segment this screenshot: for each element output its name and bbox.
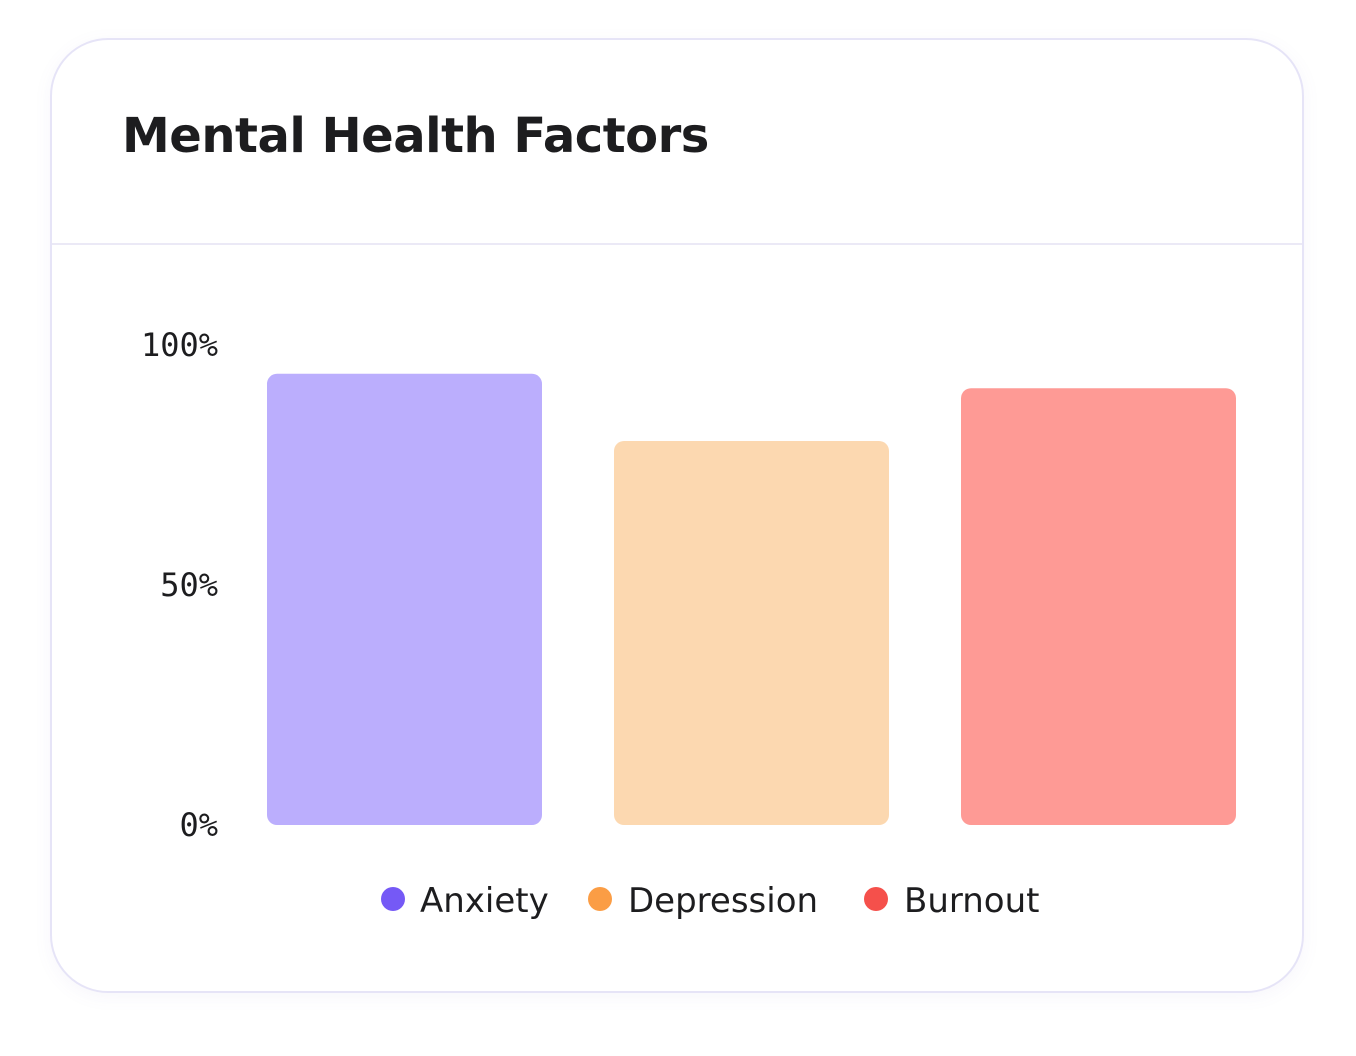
- legend-dot-depression: [588, 887, 612, 911]
- legend: Anxiety Depression Burnout: [381, 881, 1040, 921]
- bar-depression: [614, 441, 889, 825]
- bar-burnout: [961, 388, 1236, 825]
- legend-label-depression: Depression: [628, 881, 818, 921]
- legend-dot-anxiety: [381, 887, 405, 911]
- y-tick-label: 100%: [141, 326, 218, 364]
- card-header: Mental Health Factors: [52, 40, 1302, 245]
- y-axis: 100% 50% 0%: [141, 326, 218, 844]
- legend-label-burnout: Burnout: [904, 881, 1040, 921]
- legend-label-anxiety: Anxiety: [420, 881, 549, 921]
- legend-dot-burnout: [864, 887, 888, 911]
- y-tick-label: 50%: [160, 566, 218, 604]
- bar-anxiety: [267, 373, 542, 825]
- y-tick-label: 0%: [179, 806, 218, 844]
- chart-title: Mental Health Factors: [122, 108, 709, 164]
- bars: [267, 373, 1236, 825]
